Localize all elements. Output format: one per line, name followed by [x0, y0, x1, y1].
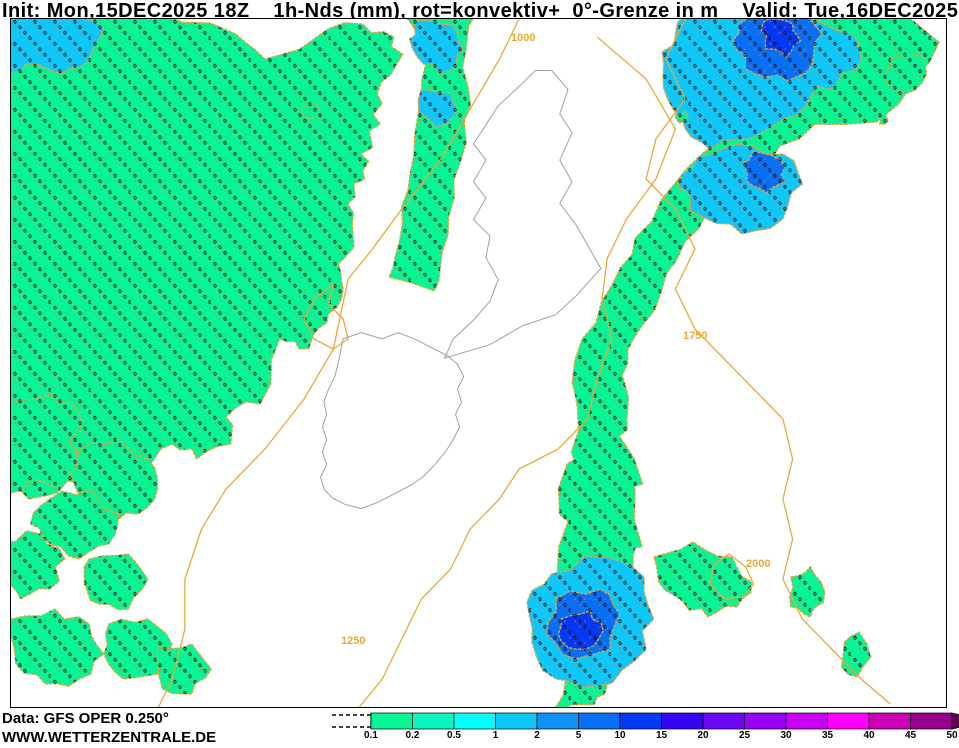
svg-text:2000: 2000	[746, 558, 770, 570]
svg-text:1250: 1250	[341, 635, 365, 647]
svg-text:1750: 1750	[683, 330, 707, 342]
svg-text:1000: 1000	[511, 32, 535, 44]
